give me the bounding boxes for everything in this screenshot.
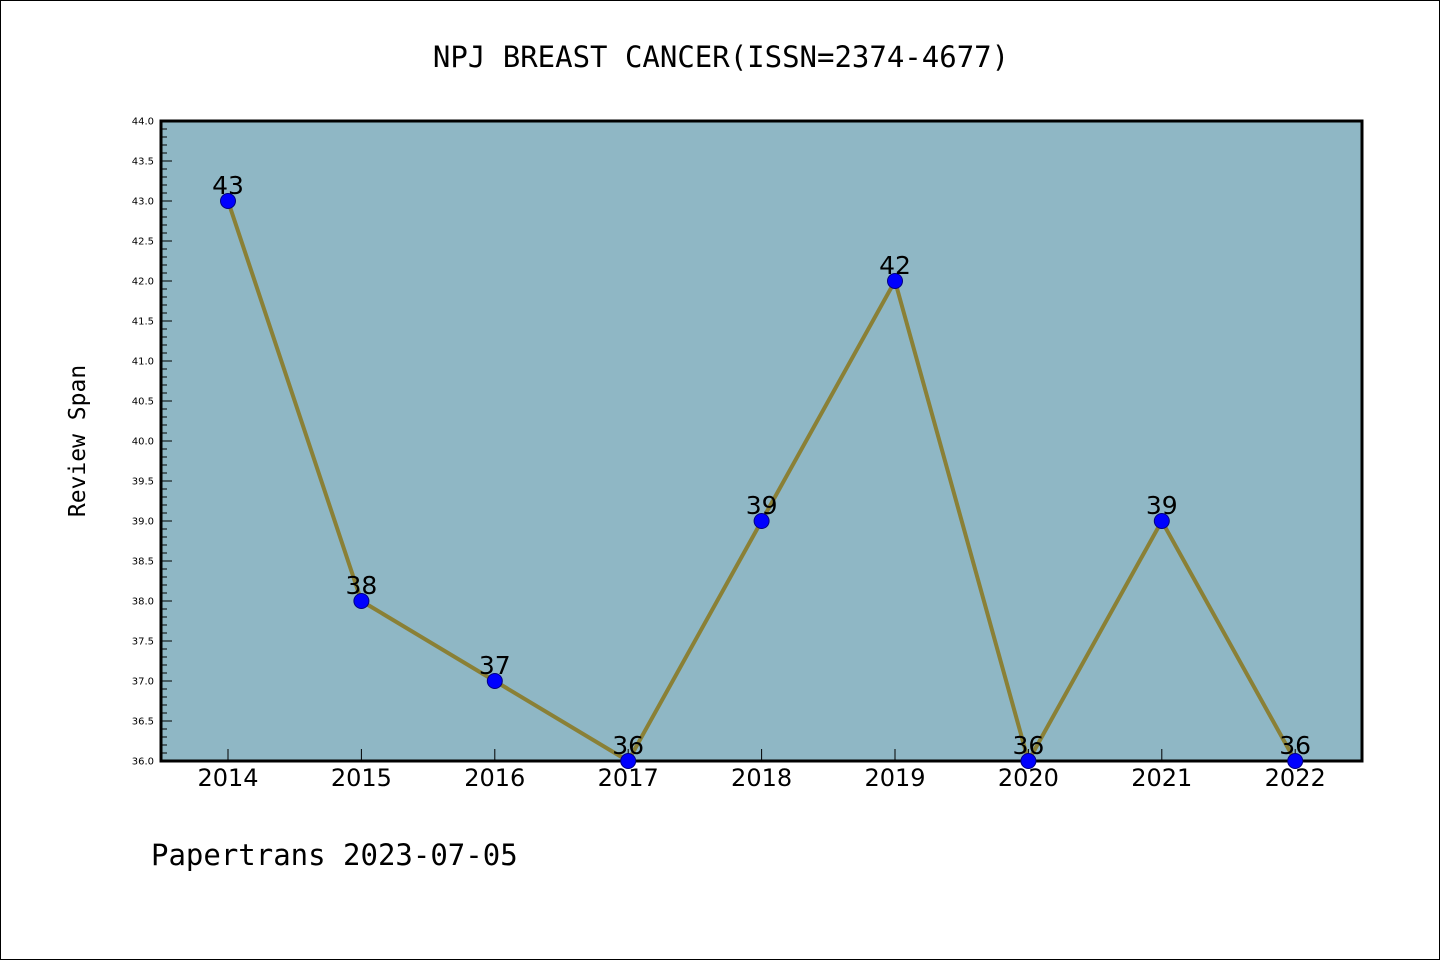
y-tick-label: 36.0 [132, 757, 154, 768]
y-tick-label: 38.0 [132, 597, 154, 608]
x-tick-label: 2019 [864, 764, 925, 792]
data-label: 38 [345, 571, 377, 600]
data-label: 37 [479, 651, 511, 680]
data-label: 39 [746, 491, 778, 520]
y-tick-label: 38.5 [132, 557, 154, 568]
data-points [220, 193, 1304, 769]
y-tick-label: 37.0 [132, 677, 154, 688]
data-label: 36 [1012, 731, 1044, 760]
footer-credit: Papertrans 2023-07-05 [151, 838, 518, 872]
plot-area [159, 119, 1364, 763]
data-point [486, 673, 503, 689]
x-tick-label: 2015 [331, 764, 392, 792]
chart-title: NPJ BREAST CANCER(ISSN=2374-4677) [433, 40, 1009, 74]
y-tick-label: 40.0 [132, 437, 154, 448]
x-tick-label: 2018 [731, 764, 792, 792]
data-label: 36 [612, 731, 644, 760]
data-point [353, 593, 370, 609]
y-tick-label: 43.0 [132, 197, 154, 208]
data-label: 39 [1146, 491, 1178, 520]
y-tick-label: 41.0 [132, 357, 154, 368]
data-labels: 43 38 37 36 39 42 36 39 36 [212, 171, 1311, 760]
y-tick-label: 37.5 [132, 637, 154, 648]
data-point [1153, 513, 1170, 529]
x-tick-label: 2016 [464, 764, 525, 792]
data-point [887, 273, 903, 289]
y-tick-label: 39.5 [132, 477, 154, 488]
x-tick-label: 2014 [197, 764, 258, 792]
y-tick-label: 40.5 [132, 397, 154, 408]
y-tick-label: 41.5 [132, 317, 154, 328]
y-tick-label: 42.5 [132, 237, 154, 248]
y-tick-label: 36.5 [132, 717, 154, 728]
y-axis-label: Review Span [65, 365, 91, 517]
y-tick-label: 42.0 [132, 277, 154, 288]
data-point [753, 513, 770, 529]
data-point [1287, 753, 1304, 769]
x-tick-label: 2021 [1131, 764, 1192, 792]
data-point [620, 753, 637, 769]
y-tick-label: 44.0 [132, 117, 154, 128]
y-axis: 36.0 36.5 37.0 37.5 38.0 38.5 39.0 39.5 40.0 40.5… [132, 117, 172, 768]
y-tick-label: 39.0 [132, 517, 154, 528]
y-tick-label: 43.5 [132, 157, 154, 168]
data-label: 42 [879, 251, 911, 280]
data-point [220, 193, 236, 209]
data-point [1020, 753, 1037, 769]
data-label: 43 [212, 171, 244, 200]
data-label: 36 [1279, 731, 1311, 760]
